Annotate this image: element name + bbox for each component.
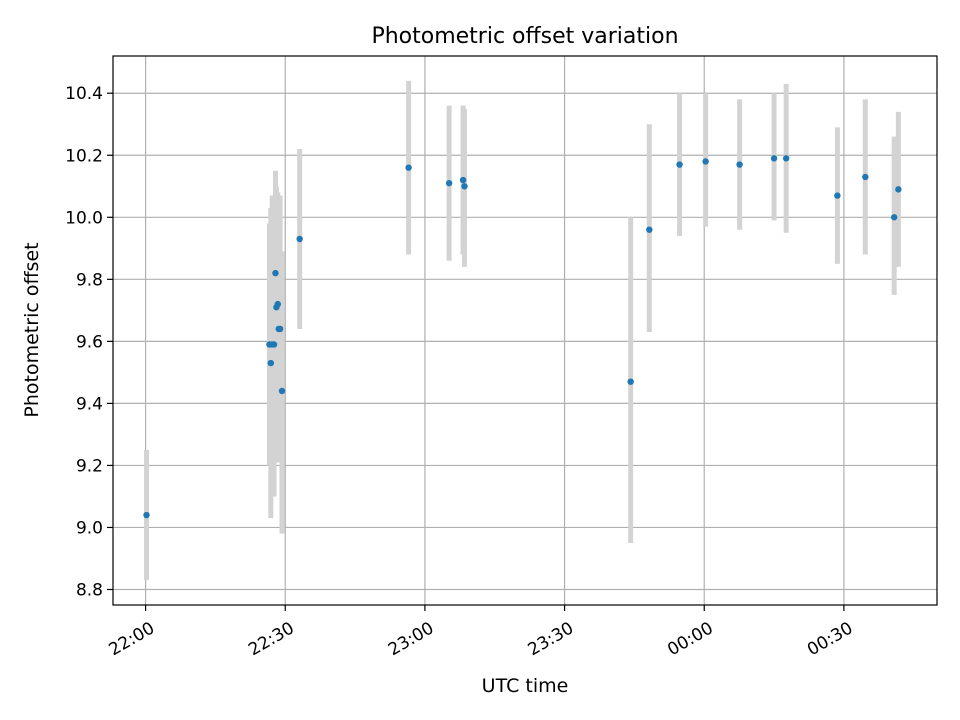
y-tick-label: 9.8 <box>76 270 103 290</box>
y-tick-label: 9.0 <box>76 518 103 538</box>
y-tick-label: 10.2 <box>65 146 103 166</box>
data-points <box>143 155 902 519</box>
data-point <box>782 155 790 162</box>
data-point <box>461 183 468 190</box>
data-point <box>445 179 453 187</box>
data-point <box>274 300 281 308</box>
data-point <box>270 341 278 348</box>
chart-title: Photometric offset variation <box>371 24 678 49</box>
plot-frame <box>112 55 938 606</box>
data-point <box>627 378 634 385</box>
data-point <box>676 161 683 168</box>
data-point <box>267 359 275 367</box>
data-point <box>646 226 653 233</box>
data-point <box>770 155 778 162</box>
data-point <box>834 192 841 199</box>
data-point <box>405 164 412 171</box>
y-tick-label: 9.4 <box>76 394 103 414</box>
data-point <box>143 511 150 519</box>
data-point <box>296 235 303 243</box>
grid-lines <box>113 56 937 605</box>
data-point <box>459 176 467 184</box>
x-axis-label: UTC time <box>482 675 569 697</box>
y-axis-label: Photometric offset <box>21 242 43 417</box>
data-point <box>895 186 902 193</box>
y-tick-label: 9.2 <box>76 456 103 476</box>
data-point <box>272 269 279 277</box>
data-point <box>736 161 743 168</box>
y-axis-ticks: 8.8 9.0 9.2 9.4 9.6 9.8 10.0 10.2 10.4 <box>65 84 113 600</box>
y-tick-label: 10.0 <box>65 208 103 228</box>
y-tick-label: 9.6 <box>76 332 103 352</box>
data-point <box>862 173 869 181</box>
data-point <box>702 158 709 165</box>
data-point <box>278 387 286 395</box>
y-tick-label: 8.8 <box>76 580 103 600</box>
data-point <box>276 325 284 333</box>
data-point <box>890 214 898 221</box>
y-tick-label: 10.4 <box>65 84 103 104</box>
